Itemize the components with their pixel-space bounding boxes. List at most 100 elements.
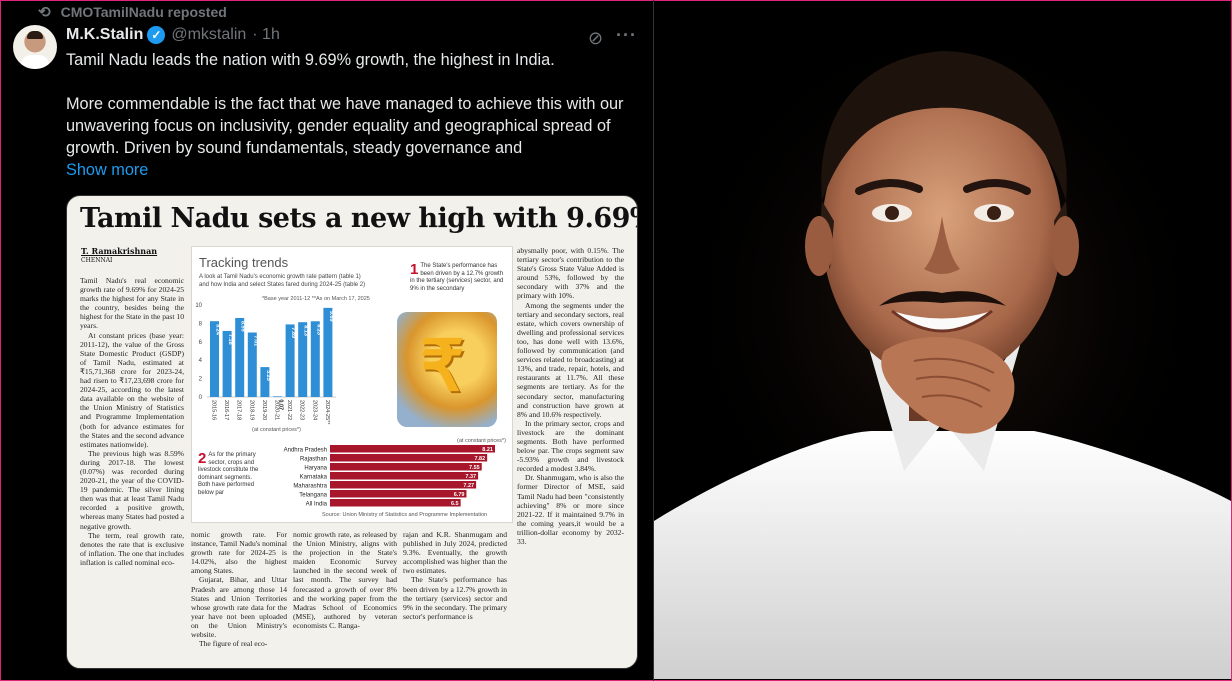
state-value-label: 6.5 bbox=[451, 501, 459, 507]
state-label: Haryana bbox=[304, 466, 327, 472]
article-headline: Tamil Nadu sets a new high with 9.69% gr… bbox=[80, 203, 637, 234]
state-value-label: 7.27 bbox=[463, 483, 474, 489]
bar-value-label: 8.23 bbox=[315, 324, 321, 335]
x-tick-label: 2020-21 bbox=[274, 400, 280, 420]
avatar-hair bbox=[27, 31, 43, 39]
paragraph: nomic growth rate. For instance, Tamil N… bbox=[191, 530, 287, 576]
bar-value-label: 9.69 bbox=[328, 311, 334, 322]
state-value-label: 6.79 bbox=[454, 492, 465, 498]
avatar[interactable] bbox=[13, 25, 57, 69]
graphic-note-2: 2 As for the primary sector, crops and l… bbox=[198, 450, 262, 497]
state-value-label: 8.21 bbox=[482, 447, 493, 453]
growth-bar bbox=[235, 317, 245, 397]
author-handle[interactable]: @mkstalin bbox=[171, 26, 247, 43]
growth-rate-bar-chart: 0 2 4 6 8 10 8.24 2015-16 7.18 2016-17 8.59 2017-18… bbox=[195, 303, 336, 433]
bar-value-label: 3.25 bbox=[265, 370, 271, 381]
x-tick-label: 2015-16 bbox=[211, 400, 217, 420]
portrait-image[interactable] bbox=[654, 1, 1231, 679]
paragraph: The term, real growth rate, denotes the … bbox=[80, 530, 184, 567]
growth-bar bbox=[285, 324, 295, 397]
state-label: Andhra Pradesh bbox=[284, 448, 327, 454]
y-tick-label: 10 bbox=[195, 303, 202, 309]
tweet[interactable]: ⟲ CMOTamilNadu reposted M.K.Stalin ✓ @mk… bbox=[0, 0, 653, 681]
article-byline: T. Ramakrishnan bbox=[81, 246, 158, 256]
verified-badge-icon[interactable]: ✓ bbox=[147, 26, 166, 44]
x-tick-label: 2022-23 bbox=[299, 400, 305, 420]
x-tick-label: 2024-25** bbox=[324, 400, 330, 425]
state-bar bbox=[330, 481, 477, 489]
x-tick-label: 2023-24 bbox=[311, 400, 317, 420]
paragraph: Dr. Shanmugam, who is also the former Di… bbox=[517, 473, 624, 546]
paragraph: The figure of real eco- bbox=[199, 639, 268, 649]
x-tick-label: 2019-20 bbox=[261, 400, 267, 420]
growth-bar bbox=[210, 321, 219, 397]
tweet-header: M.K.Stalin ✓ @mkstalin · 1h bbox=[66, 26, 280, 44]
growth-bar bbox=[247, 332, 257, 397]
growth-bar bbox=[222, 330, 232, 397]
tweet-time[interactable]: · 1h bbox=[252, 26, 280, 43]
growth-bar bbox=[323, 307, 333, 397]
paragraph: abysmally poor, with 0.15%. The tertiary… bbox=[517, 246, 624, 301]
state-label: Maharashtra bbox=[293, 484, 327, 490]
paragraph: In the primary sector, crops and livesto… bbox=[517, 418, 624, 474]
show-more-link[interactable]: Show more bbox=[66, 161, 149, 179]
bar-value-label: 8.13 bbox=[303, 325, 309, 336]
growth-bar bbox=[310, 321, 320, 397]
paragraph: nomic growth rate, as released by the Un… bbox=[293, 530, 397, 630]
state-label: Karnataka bbox=[300, 475, 328, 481]
graphic-base-note: *Base year 2011-12 **As on March 17, 202… bbox=[262, 296, 370, 302]
paragraph: Gujarat, Bihar, and Uttar Pradesh are am… bbox=[191, 575, 287, 640]
y-tick-label: 4 bbox=[199, 358, 203, 364]
bar-value-label: 8.59 bbox=[240, 321, 246, 332]
x-tick-label: 2016-17 bbox=[223, 400, 229, 420]
article-column-3: nomic growth rate, as released by the Un… bbox=[293, 530, 397, 666]
tweet-text: Tamil Nadu leads the nation with 9.69% g… bbox=[66, 49, 636, 181]
y-tick-label: 8 bbox=[199, 321, 203, 327]
y-tick-label: 2 bbox=[199, 377, 203, 383]
note-number: 2 bbox=[198, 450, 207, 467]
note-number: 1 bbox=[410, 261, 419, 278]
x-tick-label: 2021-22 bbox=[286, 400, 292, 420]
state-bar bbox=[330, 454, 488, 462]
tweet-line-1: Tamil Nadu leads the nation with 9.69% g… bbox=[66, 51, 555, 69]
state-bar bbox=[330, 499, 461, 507]
paragraph: The previous high was 8.59% during 2017-… bbox=[80, 448, 184, 531]
pane-divider bbox=[653, 0, 654, 681]
portrait-illustration bbox=[654, 1, 1231, 679]
state-value-label: 7.55 bbox=[469, 465, 480, 471]
bar-value-label: 7.01 bbox=[252, 336, 258, 347]
repost-icon: ⟲ bbox=[38, 4, 51, 21]
chart1-unit-note: (at constant prices*) bbox=[252, 427, 301, 433]
y-tick-label: 0 bbox=[199, 395, 203, 401]
state-label: Rajasthan bbox=[300, 457, 327, 463]
paragraph: Tamil Nadu's real economic growth rate o… bbox=[80, 276, 184, 331]
article-column-4: rajan and K.R. Shanmugam and published i… bbox=[403, 530, 507, 666]
states-growth-bar-chart: Andhra Pradesh 8.21 Rajasthan 7.82 Haryana 7.… bbox=[284, 445, 495, 508]
avatar-shirt bbox=[21, 55, 49, 69]
state-bar bbox=[330, 445, 495, 453]
chart2-unit-note: (at constant prices*) bbox=[457, 438, 506, 444]
grok-icon[interactable]: ⊘ bbox=[588, 28, 604, 48]
article-column-2: nomic growth rate. For instance, Tamil N… bbox=[191, 530, 287, 666]
rupee-illustration bbox=[397, 312, 497, 427]
paragraph: rajan and K.R. Shanmugam and published i… bbox=[403, 530, 507, 576]
bar-value-label: 7.89 bbox=[290, 327, 296, 338]
paragraph: At constant prices (base year: 2011-12),… bbox=[80, 330, 184, 449]
state-label: Telangana bbox=[299, 493, 327, 499]
more-icon[interactable]: ··· bbox=[616, 25, 637, 45]
graphic-title: Tracking trends bbox=[199, 255, 289, 270]
author-name[interactable]: M.K.Stalin bbox=[66, 26, 144, 43]
paragraph: The State's performance has been driven … bbox=[403, 575, 507, 621]
repost-context[interactable]: ⟲ CMOTamilNadu reposted bbox=[38, 3, 227, 21]
paragraph: Among the segments under the tertiary an… bbox=[517, 300, 624, 419]
article-column-5: abysmally poor, with 0.15%. The tertiary… bbox=[517, 246, 624, 666]
growth-bar bbox=[260, 367, 270, 397]
state-value-label: 7.37 bbox=[465, 474, 476, 480]
x-tick-label: 2017-18 bbox=[236, 400, 242, 420]
tweet-image[interactable]: Tamil Nadu sets a new high with 9.69% gr… bbox=[66, 195, 638, 669]
state-bar bbox=[330, 463, 482, 471]
growth-bar bbox=[273, 396, 282, 397]
graphic-source: Source: Union Ministry of Statistics and… bbox=[322, 512, 488, 518]
x-tick-label: 2018-19 bbox=[248, 400, 254, 420]
graphic-description: A look at Tamil Nadu's economic growth r… bbox=[199, 274, 366, 288]
